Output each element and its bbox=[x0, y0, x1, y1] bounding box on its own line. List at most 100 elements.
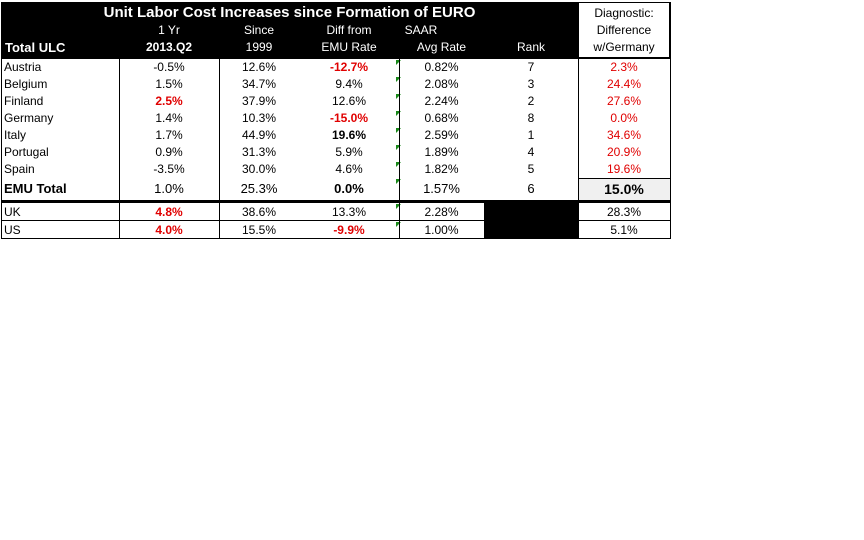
row-name: Belgium bbox=[4, 77, 48, 91]
table-row: US 4.0% 15.5% -9.9% 1.00% 5.1% bbox=[1, 221, 671, 239]
emu-diag-highlight bbox=[578, 178, 670, 200]
row-name: Austria bbox=[4, 60, 42, 74]
value-rank: 3 bbox=[527, 77, 535, 91]
value-1yr: 1.7% bbox=[155, 128, 183, 142]
value-1yr: 1.5% bbox=[155, 77, 183, 91]
value-since-1999: 38.6% bbox=[241, 205, 277, 219]
table-row: Finland 2.5% 37.9% 12.6% 2.24% 2 27.6% bbox=[1, 93, 671, 110]
col-header-diff-l1: Diff from bbox=[326, 23, 372, 37]
value-1yr: -3.5% bbox=[153, 162, 185, 176]
value-diff-emu: -12.7% bbox=[329, 60, 369, 74]
comment-marker-icon bbox=[396, 60, 401, 65]
value-since-1999: 34.7% bbox=[241, 77, 277, 91]
table-row: EMU Total 1.0% 25.3% 0.0% 1.57% 6 15.0% bbox=[1, 178, 671, 200]
row-name: Finland bbox=[4, 94, 44, 108]
comment-marker-icon bbox=[396, 222, 401, 227]
value-rank: 5 bbox=[527, 162, 535, 176]
value-diff-emu: 5.9% bbox=[335, 145, 363, 159]
value-saar: 2.28% bbox=[424, 205, 459, 219]
diag-header-l2: Difference bbox=[596, 23, 652, 37]
table-row: Belgium 1.5% 34.7% 9.4% 2.08% 3 24.4% bbox=[1, 76, 671, 93]
value-diff-emu: 0.0% bbox=[334, 181, 364, 196]
value-diag: 5.1% bbox=[610, 223, 638, 237]
value-saar: 1.00% bbox=[424, 223, 459, 237]
table-row: Italy 1.7% 44.9% 19.6% 2.59% 1 34.6% bbox=[1, 127, 671, 144]
value-diff-emu: 4.6% bbox=[335, 162, 363, 176]
col-header-since-l2: 1999 bbox=[245, 40, 273, 54]
value-saar: 2.08% bbox=[424, 77, 459, 91]
row-name: Portugal bbox=[4, 145, 49, 159]
col-header-saar-l2: Avg Rate bbox=[416, 40, 467, 54]
comment-marker-icon bbox=[396, 94, 401, 99]
col-header-since-l1: Since bbox=[243, 23, 275, 37]
col-header-1yr-l2: 2013.Q2 bbox=[145, 40, 193, 54]
diag-header-l1: Diagnostic: bbox=[594, 6, 654, 20]
value-rank bbox=[484, 221, 578, 239]
value-diff-emu: 12.6% bbox=[331, 94, 367, 108]
value-diag: 24.4% bbox=[606, 77, 642, 91]
comment-marker-icon bbox=[396, 204, 401, 209]
row-name: Spain bbox=[4, 162, 35, 176]
value-rank: 8 bbox=[527, 111, 535, 125]
value-diag: 28.3% bbox=[606, 205, 642, 219]
table-row: Portugal 0.9% 31.3% 5.9% 1.89% 4 20.9% bbox=[1, 144, 671, 161]
value-rank: 7 bbox=[527, 60, 535, 74]
value-rank: 1 bbox=[527, 128, 535, 142]
value-rank bbox=[484, 203, 578, 221]
value-saar: 1.57% bbox=[423, 181, 460, 196]
value-diag: 0.0% bbox=[610, 111, 638, 125]
value-rank: 2 bbox=[527, 94, 535, 108]
table-row: Austria -0.5% 12.6% -12.7% 0.82% 7 2.3% bbox=[1, 59, 671, 76]
value-rank: 4 bbox=[527, 145, 535, 159]
value-rank: 6 bbox=[527, 181, 535, 196]
value-1yr: 2.5% bbox=[155, 94, 183, 108]
comment-marker-icon bbox=[396, 128, 401, 133]
comment-marker-icon bbox=[396, 145, 401, 150]
value-diag: 19.6% bbox=[606, 162, 642, 176]
value-since-1999: 12.6% bbox=[241, 60, 277, 74]
value-diag: 2.3% bbox=[610, 60, 638, 74]
value-saar: 2.59% bbox=[424, 128, 459, 142]
comment-marker-icon bbox=[396, 162, 401, 167]
value-since-1999: 10.3% bbox=[241, 111, 277, 125]
value-since-1999: 37.9% bbox=[241, 94, 277, 108]
value-diag: 27.6% bbox=[606, 94, 642, 108]
value-diag: 20.9% bbox=[606, 145, 642, 159]
value-since-1999: 25.3% bbox=[240, 181, 278, 196]
value-since-1999: 44.9% bbox=[241, 128, 277, 142]
value-saar: 0.68% bbox=[424, 111, 459, 125]
row-label-header: Total ULC bbox=[5, 40, 66, 55]
row-name: EMU Total bbox=[4, 181, 67, 196]
diagnostic-header: Diagnostic: Difference w/Germany bbox=[578, 2, 670, 58]
row-name: Italy bbox=[4, 128, 27, 142]
value-1yr: 0.9% bbox=[155, 145, 183, 159]
table-header: Unit Labor Cost Increases since Formatio… bbox=[1, 2, 578, 58]
value-diff-emu: 9.4% bbox=[335, 77, 363, 91]
value-diff-emu: -9.9% bbox=[333, 223, 365, 237]
col-header-diff-l2: EMU Rate bbox=[321, 40, 377, 54]
comment-marker-icon bbox=[396, 179, 401, 184]
value-saar: 1.89% bbox=[424, 145, 459, 159]
value-since-1999: 15.5% bbox=[241, 223, 277, 237]
rank-na-cell bbox=[484, 203, 578, 221]
comment-marker-icon bbox=[396, 77, 401, 82]
value-diff-emu: 19.6% bbox=[331, 128, 367, 142]
value-1yr: 1.4% bbox=[155, 111, 183, 125]
value-saar: 2.24% bbox=[424, 94, 459, 108]
row-name: Germany bbox=[4, 111, 54, 125]
table-row: Germany 1.4% 10.3% -15.0% 0.68% 8 0.0% bbox=[1, 110, 671, 127]
col-header-1yr-l1: 1 Yr bbox=[158, 23, 180, 37]
value-1yr: 4.0% bbox=[155, 223, 183, 237]
rank-na-cell bbox=[484, 221, 578, 239]
value-1yr: 1.0% bbox=[154, 181, 184, 196]
value-1yr: -0.5% bbox=[153, 60, 185, 74]
col-header-rank: Rank bbox=[516, 40, 545, 54]
col-header-saar-l1: SAAR bbox=[404, 23, 438, 37]
row-name: UK bbox=[4, 205, 21, 219]
value-diag: 15.0% bbox=[604, 181, 644, 197]
row-name: US bbox=[4, 223, 21, 237]
value-1yr: 4.8% bbox=[155, 205, 183, 219]
value-diff-emu: 13.3% bbox=[331, 205, 367, 219]
value-saar: 0.82% bbox=[424, 60, 459, 74]
value-diag: 34.6% bbox=[606, 128, 642, 142]
